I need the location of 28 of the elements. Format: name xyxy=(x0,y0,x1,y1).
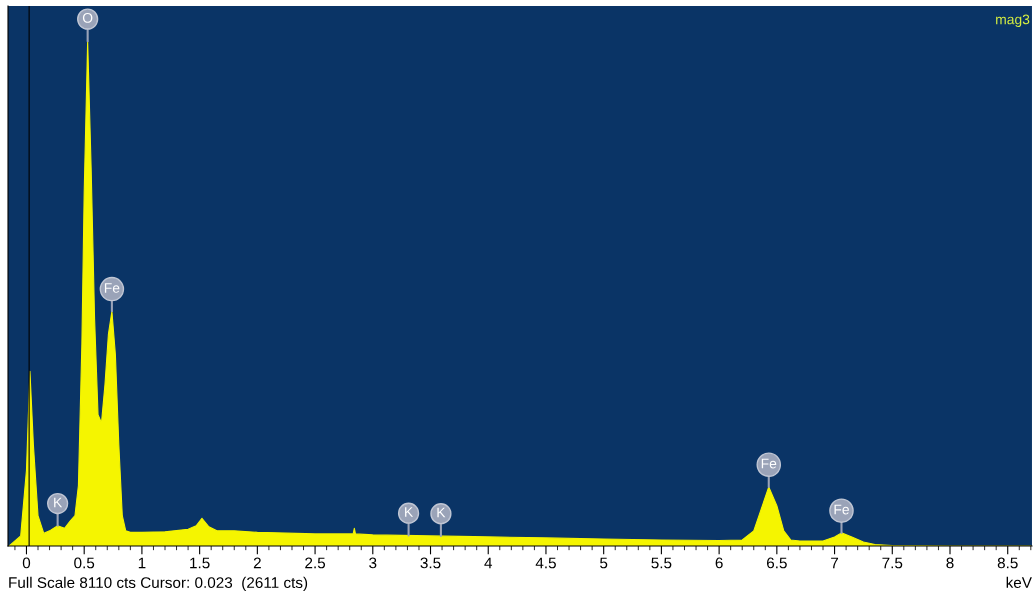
x-tick-label: 1 xyxy=(138,557,146,569)
x-tick-label: 1.5 xyxy=(190,557,210,569)
x-tick-label: 7.5 xyxy=(882,557,903,569)
annotation: Fe xyxy=(761,458,777,469)
x-tick-label: 5 xyxy=(600,557,608,569)
x-tick-label: 8 xyxy=(946,557,954,569)
x-tick-label: 5.5 xyxy=(651,557,672,569)
x-tick-label: 8.5 xyxy=(997,557,1018,569)
x-tick-label: 0.5 xyxy=(74,557,95,569)
x-tick-label: 0 xyxy=(22,557,31,569)
annotation: Fe xyxy=(834,504,849,515)
x-tick-label: 4 xyxy=(484,557,493,569)
x-tick-label: 6.5 xyxy=(767,557,787,569)
x-tick-label: 2.5 xyxy=(305,557,326,569)
x-axis-title: keV xyxy=(1006,576,1032,589)
text: Full Scale 8110 cts Cursor: 0.023 (2611 cts) xyxy=(9,576,308,592)
annotation: K xyxy=(405,507,414,517)
annotation: O xyxy=(82,13,93,23)
annotation: K xyxy=(54,497,63,508)
x-tick-label: 4.5 xyxy=(535,557,556,569)
annotation: Fe xyxy=(104,283,120,293)
x-tick-label: 6 xyxy=(715,557,723,569)
annotation: K xyxy=(437,507,446,518)
x-tick-label: 3 xyxy=(369,557,377,569)
x-tick-label: 3.5 xyxy=(420,557,441,569)
x-tick-label: 2 xyxy=(253,557,261,569)
text: mag3 xyxy=(996,14,1030,28)
x-tick-label: 7 xyxy=(831,557,839,569)
